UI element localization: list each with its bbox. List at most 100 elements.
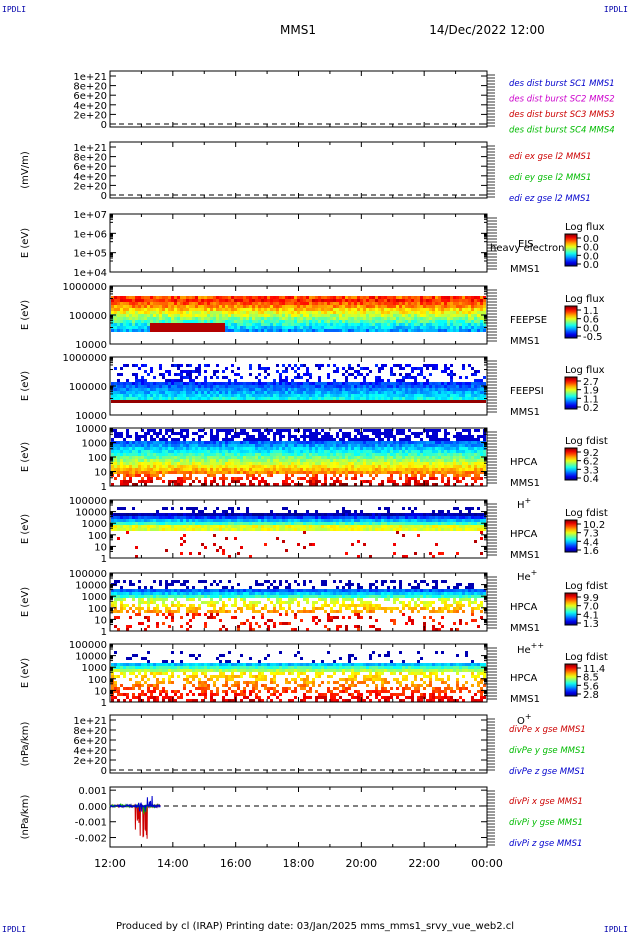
spectrogram-cell — [162, 438, 165, 441]
spectrogram-cell — [261, 385, 264, 388]
spectrogram-cell — [447, 320, 450, 323]
spectrogram-cell — [426, 299, 429, 302]
spectrogram-cell — [342, 367, 345, 370]
spectrogram-cell — [288, 385, 291, 388]
spectrogram-cell — [471, 388, 474, 391]
spectrogram-cell — [180, 444, 183, 447]
spectrogram-cell — [435, 444, 438, 447]
spectrogram-cell — [327, 385, 330, 388]
spectrogram-cell — [360, 367, 363, 370]
spectrogram-cell — [237, 400, 240, 403]
spectrogram-cell — [213, 444, 216, 447]
spectrogram-cell — [231, 323, 234, 326]
spectrogram-cell — [360, 323, 363, 326]
spectrogram-cell — [207, 302, 210, 305]
spectrogram-cell — [372, 465, 375, 468]
spectrogram-cell — [273, 471, 276, 474]
spectrogram-cell — [114, 468, 117, 471]
spectrogram-cell — [273, 317, 276, 320]
spectrogram-cell — [390, 302, 393, 305]
spectrogram-cell — [354, 320, 357, 323]
spectrogram-cell — [120, 317, 123, 320]
spectrogram-cell — [375, 302, 378, 305]
spectrogram-cell — [288, 456, 291, 459]
spectrogram-cell — [402, 456, 405, 459]
spectrogram-cell — [192, 465, 195, 468]
y-tick-label: 6e+20 — [73, 162, 107, 173]
spectrogram-cell — [429, 382, 432, 385]
spectrogram-cell — [336, 382, 339, 385]
spectrogram-cell — [288, 394, 291, 397]
spectrogram-cell — [213, 311, 216, 314]
spectrogram-cell — [420, 468, 423, 471]
spectrogram-cell — [144, 320, 147, 323]
spectrogram-cell — [231, 435, 234, 438]
spectrogram-cell — [276, 441, 279, 444]
spectrogram-cell — [135, 299, 138, 302]
spectrogram-cell — [438, 471, 441, 474]
spectrogram-cell — [123, 364, 126, 367]
spectrogram-cell — [441, 441, 444, 444]
spectrogram-cell — [165, 400, 168, 403]
spectrogram-cell — [459, 397, 462, 400]
spectrogram-cell — [432, 456, 435, 459]
spectrogram-cell — [366, 382, 369, 385]
spectrogram-cell — [333, 462, 336, 465]
spectrogram-cell — [480, 465, 483, 468]
spectrogram-cell — [342, 441, 345, 444]
spectrogram-cell — [153, 314, 156, 317]
spectrogram-cell — [339, 323, 342, 326]
spectrogram-cell — [222, 474, 225, 477]
spectrogram-cell — [309, 429, 312, 432]
spectrogram-cell — [204, 329, 207, 332]
spectrogram-cell — [240, 320, 243, 323]
spectrogram-cell — [141, 477, 144, 480]
spectrogram-cell — [195, 465, 198, 468]
spectrogram-cell — [441, 305, 444, 308]
spectrogram-cell — [369, 438, 372, 441]
spectrogram-cell — [249, 453, 252, 456]
spectrogram-cell — [378, 379, 381, 382]
spectrogram-cell — [483, 302, 486, 305]
spectrogram-cell — [327, 296, 330, 299]
spectrogram-cell — [207, 382, 210, 385]
spectrogram-cell — [267, 367, 270, 370]
spectrogram-cell — [399, 373, 402, 376]
spectrogram-cell — [174, 326, 177, 329]
spectrogram-cell — [453, 302, 456, 305]
spectrogram-cell — [198, 320, 201, 323]
spectrogram-cell — [270, 441, 273, 444]
spectrogram-cell — [423, 444, 426, 447]
spectrogram-cell — [150, 441, 153, 444]
spectrogram-cell — [126, 450, 129, 453]
spectrogram-cell — [282, 379, 285, 382]
spectrogram-cell — [234, 465, 237, 468]
spectrogram-cell — [438, 382, 441, 385]
spectrogram-cell — [432, 385, 435, 388]
spectrogram-cell — [219, 429, 222, 432]
spectrogram-cell — [465, 471, 468, 474]
spectrogram-cell — [147, 323, 150, 326]
spectrogram-cell — [471, 400, 474, 403]
spectrogram-cell — [159, 329, 162, 332]
spectrogram-cell — [141, 296, 144, 299]
spectrogram-cell — [261, 453, 264, 456]
spectrogram-cell — [369, 459, 372, 462]
spectrogram-cell — [174, 388, 177, 391]
spectrogram-cell — [315, 388, 318, 391]
spectrogram-cell — [402, 320, 405, 323]
spectrogram-cell — [459, 305, 462, 308]
spectrogram-cell — [165, 385, 168, 388]
spectrogram-cell — [267, 394, 270, 397]
spectrogram-cell — [123, 450, 126, 453]
spectrogram-cell — [357, 438, 360, 441]
spectrogram-cell — [189, 364, 192, 367]
spectrogram-cell — [360, 305, 363, 308]
spectrogram-cell — [414, 317, 417, 320]
spectrogram-cell — [384, 468, 387, 471]
spectrogram-cell — [159, 296, 162, 299]
spectrogram-cell — [249, 447, 252, 450]
spectrogram-cell — [441, 394, 444, 397]
spectrogram-cell — [357, 447, 360, 450]
spectrogram-cell — [204, 326, 207, 329]
